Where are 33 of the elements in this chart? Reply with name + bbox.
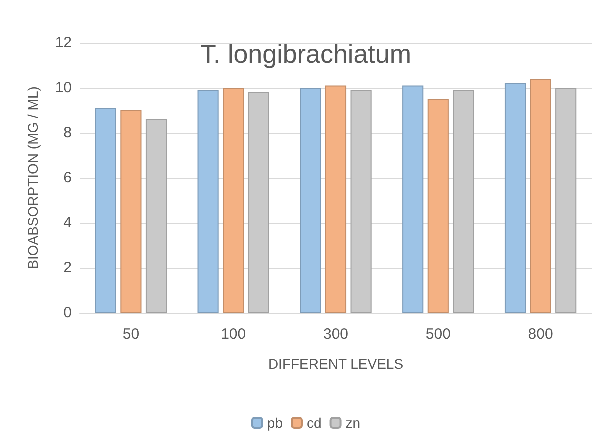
chart-title: T. longibrachiatum	[200, 39, 412, 69]
y-tick-label: 0	[64, 304, 72, 322]
y-tick-label: 2	[64, 260, 72, 276]
bar	[530, 79, 552, 313]
x-tick-label: 500	[426, 326, 451, 343]
bar	[428, 99, 449, 313]
bar	[95, 108, 116, 313]
legend-label: pb	[267, 415, 284, 431]
bar	[402, 86, 424, 313]
bar	[556, 88, 577, 313]
y-axis-title: BIOABSORPTION (MG / ML)	[25, 86, 41, 270]
y-tick-label: 10	[55, 80, 72, 96]
y-tick-label: 8	[64, 124, 72, 142]
bar	[350, 90, 372, 313]
legend-label: zn	[346, 415, 361, 431]
x-tick-label: 300	[323, 326, 349, 343]
bar	[223, 88, 244, 313]
y-tick-label: 6	[64, 170, 72, 186]
y-tick-label: 4	[64, 214, 72, 232]
bar	[504, 84, 526, 313]
legend-label: cd	[307, 415, 322, 431]
bar	[120, 110, 142, 313]
x-tick-label: 800	[528, 326, 554, 343]
x-tick-label: 50	[122, 326, 140, 343]
bar	[248, 92, 270, 313]
bar	[325, 86, 347, 313]
bar	[146, 120, 168, 313]
x-tick-label: 100	[221, 326, 246, 343]
x-axis-title: DIFFERENT LEVELS	[268, 356, 404, 372]
y-tick-label: 12	[55, 34, 72, 52]
bar	[453, 90, 474, 313]
bar	[300, 88, 322, 313]
bar	[198, 90, 219, 313]
